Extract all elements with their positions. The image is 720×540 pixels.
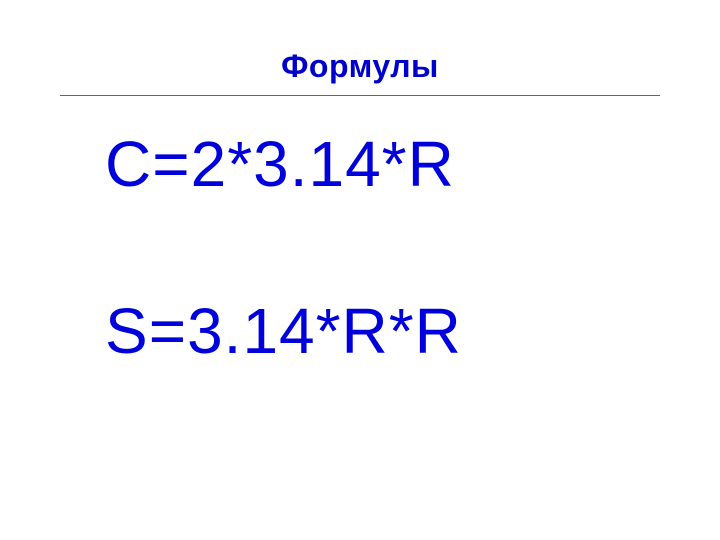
formula-circumference: C=2*3.14*R: [105, 126, 720, 203]
formula-spacer: [105, 203, 720, 293]
slide-container: Формулы C=2*3.14*R S=3.14*R*R: [0, 0, 720, 540]
slide-title: Формулы: [0, 48, 720, 85]
formula-area: S=3.14*R*R: [105, 293, 720, 370]
content-area: C=2*3.14*R S=3.14*R*R: [0, 96, 720, 370]
title-wrapper: Формулы: [0, 48, 720, 95]
